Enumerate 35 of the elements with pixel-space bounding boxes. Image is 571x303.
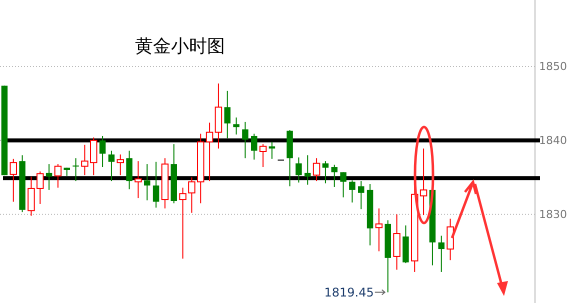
candlestick [126,150,132,190]
candlestick [331,164,338,188]
candlestick [259,144,267,168]
candlestick [134,160,142,199]
candlestick [54,164,62,188]
candlestick [393,214,400,270]
candlestick [233,117,240,135]
y-tick-label: 1850 [539,60,567,74]
text: 黄金小时图 [135,36,225,57]
candlestick [46,164,52,190]
candlestick [322,160,329,184]
candlestick [296,156,302,184]
candlestick [224,90,230,139]
y-tick-label: 1840 [539,134,567,147]
candlestick [312,158,320,182]
candlestick [251,133,258,160]
candlestick [358,180,364,210]
candlestick [375,208,383,252]
candlestick [10,158,17,202]
candlestick [72,158,79,182]
candlestick [420,148,428,216]
candlestick [304,154,311,186]
candlestick [108,150,115,182]
candlestick [242,121,248,159]
candlestick [116,154,124,176]
candlestick [99,135,106,168]
candlestick [144,164,150,201]
candlestick [349,180,356,203]
annotation: 1819.45 [324,285,374,300]
candlestick [438,235,444,272]
candlestick [446,218,454,261]
candlestick [152,161,160,208]
y-tick-label: 1830 [539,208,567,221]
candlestick [340,172,346,198]
candlestick [206,122,214,182]
